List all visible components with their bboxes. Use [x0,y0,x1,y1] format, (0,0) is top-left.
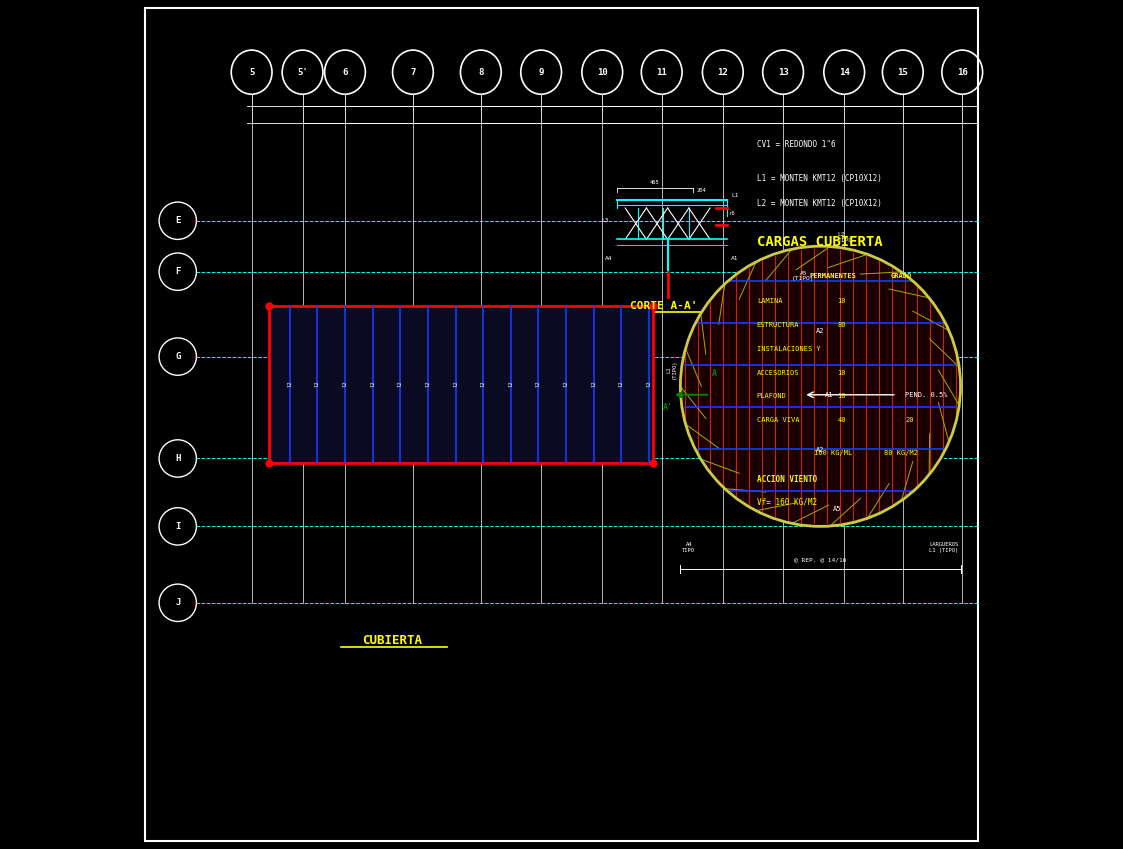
Text: n5: n5 [730,211,736,216]
Text: l2: l2 [287,381,292,387]
Text: ACCION VIENTO: ACCION VIENTO [757,475,816,484]
Text: l2: l2 [398,381,403,387]
Text: ACCESORIOS: ACCESORIOS [757,369,800,376]
Text: L2
TIPO: L2 TIPO [838,233,852,243]
Text: 204: 204 [696,188,706,193]
Text: GRADO: GRADO [891,273,912,279]
Text: 12: 12 [718,68,728,76]
Text: l2: l2 [343,381,348,387]
Text: CARGA VIVA: CARGA VIVA [757,417,800,424]
Text: A5: A5 [833,506,841,513]
Text: 20: 20 [905,417,914,424]
Text: A1: A1 [731,256,739,261]
Text: l2: l2 [536,381,541,387]
Text: G: G [175,352,181,361]
Text: 13: 13 [778,68,788,76]
Text: I: I [175,522,181,531]
Text: 9: 9 [538,68,544,76]
Text: ESTRUCTURA: ESTRUCTURA [757,322,800,329]
Text: A': A' [663,403,673,412]
Text: CV1 = REDONDO 1"6: CV1 = REDONDO 1"6 [757,140,836,149]
Text: 80 KG/M2: 80 KG/M2 [884,449,919,456]
Text: Vf= 160 KG/M2: Vf= 160 KG/M2 [757,498,816,506]
Text: L1 = MONTEN KMT12 (CP10X12): L1 = MONTEN KMT12 (CP10X12) [757,174,882,183]
Text: 5': 5' [298,68,308,76]
Text: l2: l2 [371,381,375,387]
Text: A4
TIPO: A4 TIPO [683,543,695,553]
Text: 16: 16 [957,68,968,76]
Text: l2: l2 [647,381,651,387]
Text: 40: 40 [838,417,846,424]
Text: CARGAS CUBIERTA: CARGAS CUBIERTA [757,235,883,249]
Text: A1: A1 [824,391,833,398]
Text: E: E [175,216,181,225]
Text: L1: L1 [731,193,739,198]
Text: 80: 80 [838,322,846,329]
Text: A5
(TIPO): A5 (TIPO) [792,271,814,281]
Text: J: J [175,599,181,607]
Bar [268,306,654,463]
Text: 10: 10 [597,68,608,76]
Text: 14: 14 [839,68,850,76]
Text: 10: 10 [838,369,846,376]
Text: l2: l2 [619,381,623,387]
Text: A2: A2 [816,328,824,335]
Text: 6: 6 [343,68,348,76]
Text: 5: 5 [249,68,254,76]
Text: INSTALACIONES Y: INSTALACIONES Y [757,346,821,352]
Text: L3: L3 [602,218,609,223]
Text: l2: l2 [481,381,485,387]
Text: 10: 10 [838,393,846,400]
Text: l2: l2 [564,381,568,387]
Circle shape [681,246,960,526]
Text: F: F [175,267,181,276]
Text: l2: l2 [591,381,596,387]
Text: A: A [712,369,716,378]
Text: PLAFOND: PLAFOND [757,393,786,400]
Text: 11: 11 [656,68,667,76]
Text: 8: 8 [478,68,484,76]
Text: CORTE A-A': CORTE A-A' [630,301,697,311]
Text: 465: 465 [650,180,660,185]
Text: 10: 10 [838,298,846,305]
Text: l2: l2 [314,381,320,387]
Text: LAMINA: LAMINA [757,298,783,305]
Text: CUBIERTA: CUBIERTA [362,634,422,648]
Text: L2 = MONTEN KMT12 (CP10X12): L2 = MONTEN KMT12 (CP10X12) [757,200,882,208]
Text: A4: A4 [605,256,612,261]
Text: l2: l2 [509,381,513,387]
Text: A2: A2 [816,447,824,453]
Text: L1
(TIPO): L1 (TIPO) [666,360,677,379]
Text: l2: l2 [453,381,458,387]
Text: l2: l2 [426,381,430,387]
Text: @ REP. @ 14/16: @ REP. @ 14/16 [794,557,847,562]
Text: 160 KG/ML: 160 KG/ML [814,449,852,456]
Text: PEND. 0.5%: PEND. 0.5% [905,391,948,398]
Text: 15: 15 [897,68,909,76]
Text: LARGUEROS
L1 (TIPO): LARGUEROS L1 (TIPO) [929,543,958,553]
Text: 7: 7 [410,68,416,76]
Text: H: H [175,454,181,463]
Text: PERMANENTES: PERMANENTES [810,273,857,279]
